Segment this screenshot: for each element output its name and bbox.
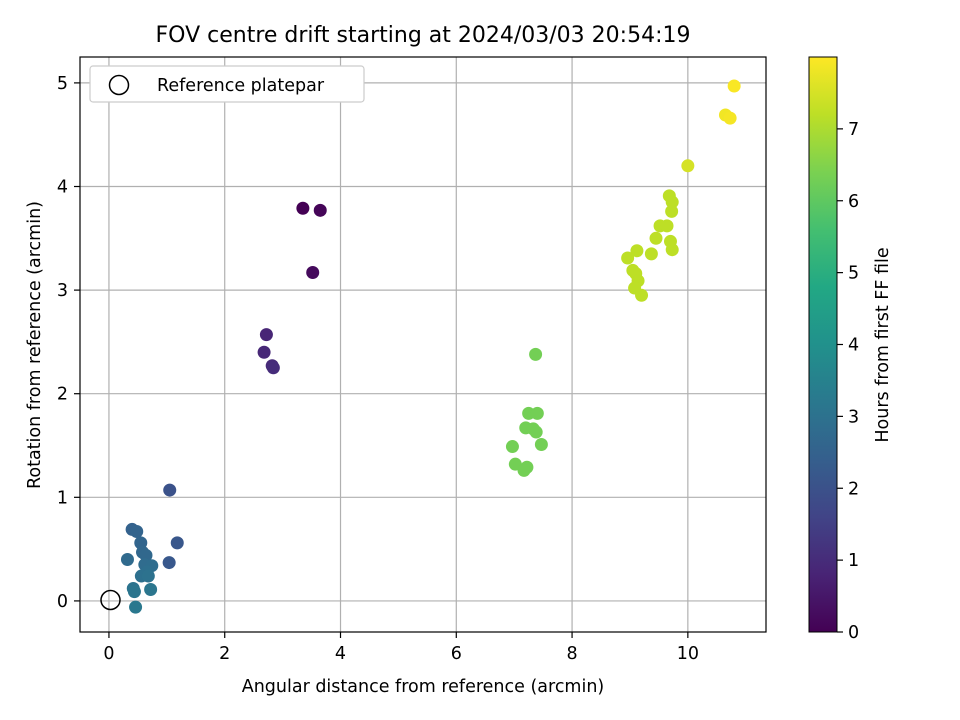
data-point	[162, 556, 176, 570]
data-point	[129, 600, 143, 614]
legend: Reference platepar	[89, 65, 365, 103]
data-point	[170, 536, 184, 550]
colorbar-ticks: 0 1 2 3 4 5 6 7	[837, 120, 859, 643]
y-tick-label: 4	[57, 178, 68, 198]
data-points	[120, 79, 741, 614]
colorbar-tick-label: 7	[848, 120, 859, 140]
data-point	[259, 328, 273, 342]
colorbar-label: Hours from first FF file	[873, 247, 893, 442]
data-point	[163, 483, 177, 497]
data-point	[727, 79, 741, 93]
data-point	[530, 406, 544, 420]
y-tick-label: 3	[57, 281, 68, 301]
data-point	[505, 440, 519, 454]
data-point	[130, 525, 144, 539]
reference-platepar-marker	[100, 589, 121, 611]
data-point	[296, 201, 310, 215]
y-axis-ticks: 0 1 2 3 4 5	[57, 74, 80, 612]
y-tick-label: 1	[57, 488, 68, 508]
colorbar: 0 1 2 3 4 5 6 7 Hours from first FF file	[808, 56, 893, 643]
y-axis-label: Rotation from reference (arcmin)	[25, 201, 45, 489]
x-tick-label: 8	[566, 644, 577, 664]
y-tick-label: 0	[57, 592, 68, 612]
data-point	[534, 437, 548, 451]
data-point	[635, 288, 649, 302]
x-tick-label: 2	[219, 644, 230, 664]
data-point	[306, 265, 320, 279]
colorbar-gradient	[808, 56, 838, 633]
colorbar-tick-label: 6	[848, 192, 859, 212]
chart-title: FOV centre drift starting at 2024/03/03 …	[156, 23, 691, 48]
data-point	[665, 195, 679, 209]
data-point	[141, 569, 155, 583]
data-point	[660, 219, 674, 233]
data-point	[529, 347, 543, 361]
data-point	[649, 231, 663, 245]
data-point	[665, 204, 679, 218]
colorbar-tick-label: 3	[848, 407, 859, 427]
x-axis-ticks: 0 2 4 6 8 10	[103, 632, 699, 664]
legend-box	[89, 65, 365, 103]
x-tick-label: 6	[451, 644, 462, 664]
data-point	[127, 585, 141, 599]
x-axis-label: Angular distance from reference (arcmin)	[242, 677, 605, 697]
data-point	[257, 345, 271, 359]
colorbar-tick-label: 4	[848, 336, 859, 356]
legend-marker	[108, 74, 130, 96]
y-tick-label: 2	[57, 385, 68, 405]
data-point	[517, 463, 531, 477]
x-tick-label: 4	[335, 644, 346, 664]
data-point	[665, 243, 679, 257]
data-point	[723, 111, 737, 125]
colorbar-tick-label: 5	[848, 264, 859, 284]
colorbar-tick-label: 1	[848, 551, 859, 571]
data-point	[681, 159, 695, 173]
data-point	[120, 552, 134, 566]
colorbar-tick-label: 0	[848, 623, 859, 643]
data-point	[144, 583, 158, 597]
data-point	[266, 361, 280, 375]
data-point	[313, 203, 327, 217]
data-point	[529, 425, 543, 439]
data-point	[644, 247, 658, 261]
x-tick-label: 10	[677, 644, 699, 664]
x-tick-label: 0	[103, 644, 114, 664]
legend-label: Reference platepar	[157, 76, 325, 96]
plot-frame	[79, 56, 767, 633]
colorbar-tick-label: 2	[848, 479, 859, 499]
y-tick-label: 5	[57, 74, 68, 94]
data-point	[621, 251, 635, 265]
data-point	[630, 244, 644, 258]
